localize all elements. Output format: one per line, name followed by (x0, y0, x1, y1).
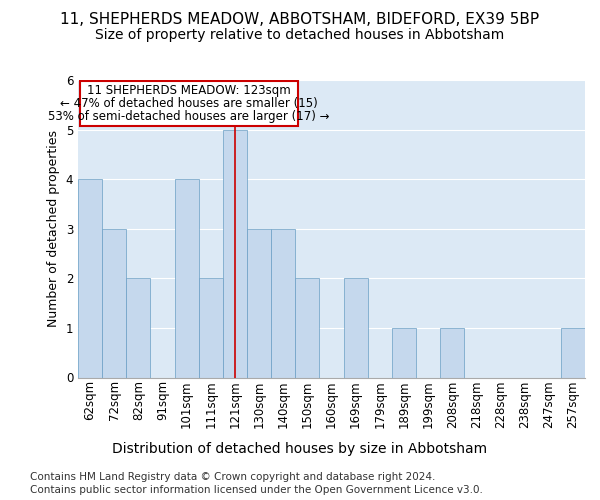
Bar (102, 229, 126, 378)
Text: ← 47% of detached houses are smaller (15): ← 47% of detached houses are smaller (15… (60, 97, 318, 110)
Bar (199, 278, 223, 378)
Bar (126, 278, 151, 378)
Text: 11, SHEPHERDS MEADOW, ABBOTSHAM, BIDEFORD, EX39 5BP: 11, SHEPHERDS MEADOW, ABBOTSHAM, BIDEFOR… (61, 12, 539, 28)
Bar (344, 278, 368, 378)
Y-axis label: Number of detached properties: Number of detached properties (47, 130, 60, 327)
Bar (295, 278, 319, 378)
Bar (440, 328, 464, 378)
Text: Distribution of detached houses by size in Abbotsham: Distribution of detached houses by size … (112, 442, 488, 456)
Bar (247, 229, 271, 378)
Text: Size of property relative to detached houses in Abbotsham: Size of property relative to detached ho… (95, 28, 505, 42)
Text: 11 SHEPHERDS MEADOW: 123sqm: 11 SHEPHERDS MEADOW: 123sqm (87, 84, 291, 98)
Text: Contains HM Land Registry data © Crown copyright and database right 2024.: Contains HM Land Registry data © Crown c… (30, 472, 436, 482)
Bar (78, 179, 102, 378)
Bar (175, 179, 199, 378)
Bar (223, 130, 247, 378)
Text: 53% of semi-detached houses are larger (17) →: 53% of semi-detached houses are larger (… (49, 110, 330, 123)
Bar (392, 328, 416, 378)
Bar (271, 229, 295, 378)
Text: Contains public sector information licensed under the Open Government Licence v3: Contains public sector information licen… (30, 485, 483, 495)
FancyBboxPatch shape (80, 81, 298, 126)
Bar (561, 328, 585, 378)
